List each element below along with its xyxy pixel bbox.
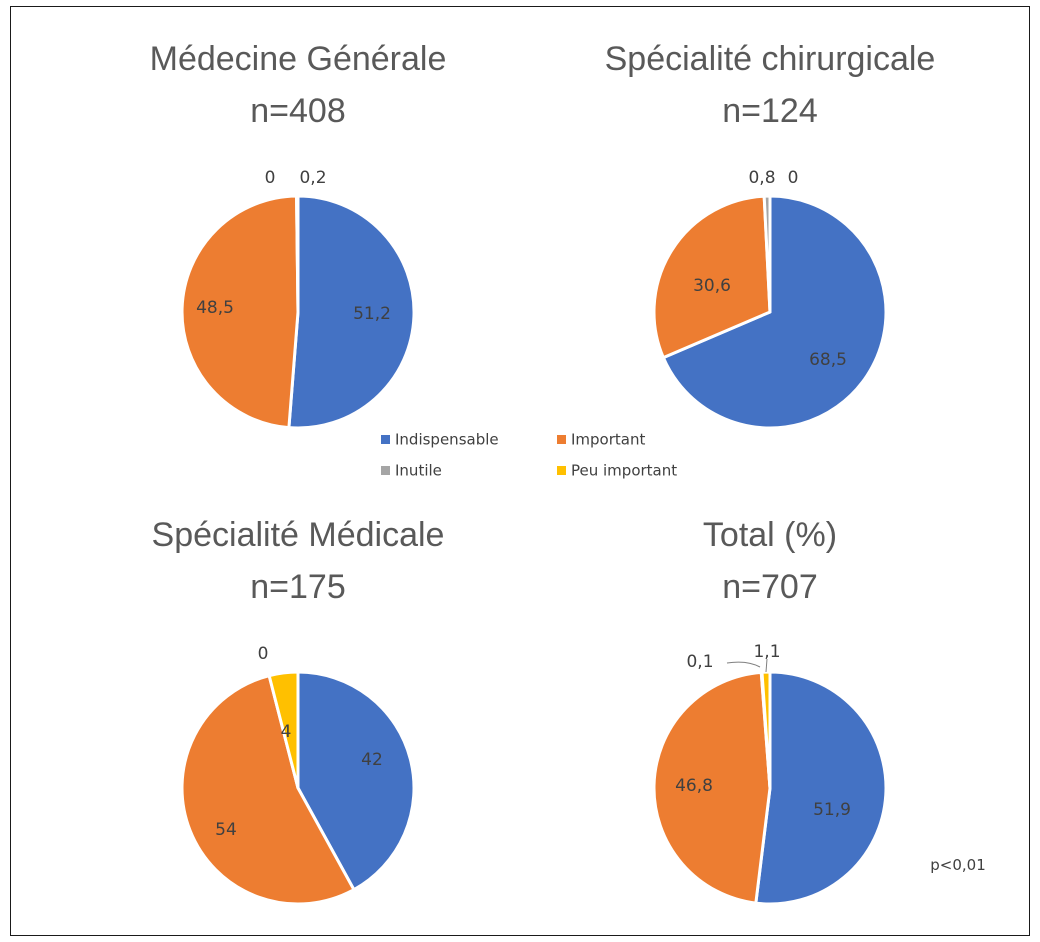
legend-swatch-peu-important: [557, 466, 566, 475]
chart-subtitle: n=707: [722, 568, 818, 606]
chart-subtitle: n=175: [250, 568, 346, 606]
legend-swatch-indispensable: [381, 435, 390, 444]
data-label-inutile: 0: [258, 644, 269, 664]
figure-frame: [10, 6, 1030, 936]
chart-title: Spécialité chirurgicale: [605, 40, 936, 78]
slice-important: [180, 674, 356, 906]
data-label-indispensable: 68,5: [809, 350, 847, 370]
legend-label-important: Important: [571, 431, 645, 449]
data-label-peu-important: 0,2: [299, 168, 326, 188]
pie-chart-total: Total (%) n=707 51,9 46,8 0,1 1,1: [652, 516, 888, 906]
chart-subtitle: n=124: [722, 92, 818, 130]
legend: Indispensable Important Inutile Peu importa…: [381, 431, 677, 480]
leader-line-peu-important: [765, 658, 768, 673]
slice-inutile: [762, 194, 772, 314]
data-label-peu-important: 1,1: [753, 642, 780, 662]
pie-chart-specialite-chirurgicale: Spécialité chirurgicale n=124 68,5 30,6 0,8 0: [605, 40, 936, 430]
pie-chart-medecine-generale: Médecine Générale n=408 51,2 48,5 0 0,2: [150, 40, 447, 430]
data-label-indispensable: 42: [361, 750, 383, 770]
slice-peu-important: [267, 670, 300, 790]
legend-label-indispensable: Indispensable: [395, 431, 499, 449]
data-label-important: 30,6: [693, 276, 731, 296]
slice-indispensable: [661, 194, 888, 430]
chart-title: Total (%): [703, 516, 837, 554]
legend-swatch-important: [557, 435, 566, 444]
pie-chart-specialite-medicale: Spécialité Médicale n=175 42 54 0 4: [152, 516, 445, 906]
data-label-inutile: 0,1: [686, 652, 713, 672]
p-value-annotation: p<0,01: [930, 856, 986, 874]
slice-indispensable: [754, 670, 888, 906]
data-label-indispensable: 51,2: [353, 304, 391, 324]
slice-indispensable: [296, 670, 416, 892]
legend-label-peu-important: Peu important: [571, 462, 677, 480]
data-label-indispensable: 51,9: [813, 800, 851, 820]
data-label-inutile: 0,8: [748, 168, 775, 188]
leader-line-inutile: [726, 661, 761, 668]
slice-important: [180, 194, 300, 430]
legend-swatch-inutile: [381, 466, 390, 475]
chart-subtitle: n=408: [250, 92, 346, 130]
data-label-important: 48,5: [196, 298, 234, 318]
data-label-peu-important: 0: [788, 168, 799, 188]
chart-title: Spécialité Médicale: [152, 516, 445, 554]
slice-important: [652, 670, 772, 905]
legend-label-inutile: Inutile: [395, 462, 442, 480]
chart-title: Médecine Générale: [150, 40, 447, 78]
data-label-important: 54: [215, 820, 237, 840]
slice-indispensable: [287, 194, 416, 430]
data-label-peu-important: 4: [281, 722, 292, 742]
slice-peu-important: [295, 194, 300, 314]
slice-important: [652, 194, 772, 360]
data-label-important: 46,8: [675, 776, 713, 796]
data-label-inutile: 0: [265, 168, 276, 188]
slice-peu-important: [760, 670, 772, 790]
